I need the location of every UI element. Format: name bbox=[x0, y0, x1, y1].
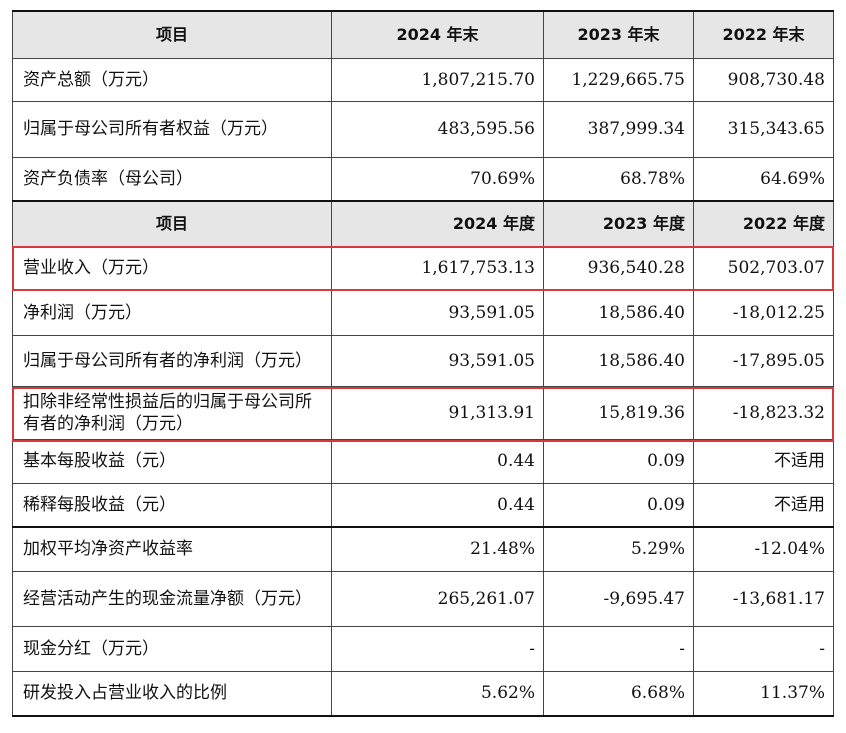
cell-2024: 0.44 bbox=[331, 438, 544, 484]
cell-2024: 91,313.91 bbox=[331, 385, 544, 440]
table-row: 基本每股收益（元） 0.44 0.09 不适用 bbox=[12, 438, 834, 484]
table-row: 营业收入（万元） 1,617,753.13 936,540.28 502,703… bbox=[12, 245, 834, 291]
cell-2023: 936,540.28 bbox=[543, 245, 694, 291]
header-row-year-end: 项目 2024 年末 2023 年末 2022 年末 bbox=[12, 10, 834, 59]
table-row: 归属于母公司所有者的净利润（万元） 93,591.05 18,586.40 -1… bbox=[12, 334, 834, 387]
cell-2024: 5.62% bbox=[331, 670, 544, 717]
row-label: 加权平均净资产收益率 bbox=[12, 526, 332, 572]
cell-2022: -18,012.25 bbox=[693, 289, 834, 336]
header-cell: 项目 bbox=[12, 10, 332, 59]
row-label: 归属于母公司所有者的净利润（万元） bbox=[12, 334, 332, 387]
table-row: 经营活动产生的现金流量净额（万元） 265,261.07 -9,695.47 -… bbox=[12, 570, 834, 627]
cell-2022: 315,343.65 bbox=[693, 100, 834, 158]
row-label: 经营活动产生的现金流量净额（万元） bbox=[12, 570, 332, 627]
cell-2022: 502,703.07 bbox=[693, 245, 834, 291]
cell-2022: 908,730.48 bbox=[693, 57, 834, 102]
cell-2023: 18,586.40 bbox=[543, 289, 694, 336]
cell-2022: 11.37% bbox=[693, 670, 834, 717]
cell-2024: 21.48% bbox=[331, 526, 544, 572]
cell-2024: 1,807,215.70 bbox=[331, 57, 544, 102]
cell-2022: 不适用 bbox=[693, 482, 834, 528]
cell-2024: 93,591.05 bbox=[331, 334, 544, 387]
cell-2024: 1,617,753.13 bbox=[331, 245, 544, 291]
cell-2022: 64.69% bbox=[693, 156, 834, 202]
row-label: 基本每股收益（元） bbox=[12, 438, 332, 484]
cell-2022: -17,895.05 bbox=[693, 334, 834, 387]
cell-2023: 387,999.34 bbox=[543, 100, 694, 158]
header-row-fiscal-year: 项目 2024 年度 2023 年度 2022 年度 bbox=[12, 200, 834, 247]
table-row: 研发投入占营业收入的比例 5.62% 6.68% 11.37% bbox=[12, 670, 834, 717]
table-row: 资产负债率（母公司） 70.69% 68.78% 64.69% bbox=[12, 156, 834, 202]
row-label: 稀释每股收益（元） bbox=[12, 482, 332, 528]
row-label: 净利润（万元） bbox=[12, 289, 332, 336]
cell-2024: 70.69% bbox=[331, 156, 544, 202]
cell-2024: 483,595.56 bbox=[331, 100, 544, 158]
header-cell: 2024 年末 bbox=[331, 10, 544, 59]
cell-2023: - bbox=[543, 625, 694, 672]
financial-table: 项目 2024 年末 2023 年末 2022 年末 资产总额（万元） 1,80… bbox=[12, 10, 834, 717]
row-label: 现金分红（万元） bbox=[12, 625, 332, 672]
cell-2023: 15,819.36 bbox=[543, 385, 694, 440]
table-row: 稀释每股收益（元） 0.44 0.09 不适用 bbox=[12, 482, 834, 528]
row-label: 归属于母公司所有者权益（万元） bbox=[12, 100, 332, 158]
cell-2024: - bbox=[331, 625, 544, 672]
row-label: 研发投入占营业收入的比例 bbox=[12, 670, 332, 717]
table-row: 扣除非经常性损益后的归属于母公司所有者的净利润（万元） 91,313.91 15… bbox=[12, 385, 834, 440]
header-cell: 2023 年度 bbox=[543, 200, 694, 247]
row-label: 资产负债率（母公司） bbox=[12, 156, 332, 202]
cell-2022: - bbox=[693, 625, 834, 672]
table-row: 现金分红（万元） - - - bbox=[12, 625, 834, 672]
cell-2023: -9,695.47 bbox=[543, 570, 694, 627]
cell-2023: 5.29% bbox=[543, 526, 694, 572]
table-row: 净利润（万元） 93,591.05 18,586.40 -18,012.25 bbox=[12, 289, 834, 336]
table-row: 资产总额（万元） 1,807,215.70 1,229,665.75 908,7… bbox=[12, 57, 834, 102]
row-label: 营业收入（万元） bbox=[12, 245, 332, 291]
header-cell: 2022 年度 bbox=[693, 200, 834, 247]
cell-2023: 6.68% bbox=[543, 670, 694, 717]
cell-2024: 0.44 bbox=[331, 482, 544, 528]
cell-2023: 0.09 bbox=[543, 482, 694, 528]
cell-2023: 68.78% bbox=[543, 156, 694, 202]
cell-2023: 0.09 bbox=[543, 438, 694, 484]
table-row: 加权平均净资产收益率 21.48% 5.29% -12.04% bbox=[12, 526, 834, 572]
header-cell: 2022 年末 bbox=[693, 10, 834, 59]
header-cell: 项目 bbox=[12, 200, 332, 247]
row-label: 扣除非经常性损益后的归属于母公司所有者的净利润（万元） bbox=[12, 385, 332, 440]
cell-2024: 265,261.07 bbox=[331, 570, 544, 627]
cell-2024: 93,591.05 bbox=[331, 289, 544, 336]
cell-2022: -18,823.32 bbox=[693, 385, 834, 440]
cell-2022: -12.04% bbox=[693, 526, 834, 572]
header-cell: 2023 年末 bbox=[543, 10, 694, 59]
cell-2023: 1,229,665.75 bbox=[543, 57, 694, 102]
row-label: 资产总额（万元） bbox=[12, 57, 332, 102]
table-row: 归属于母公司所有者权益（万元） 483,595.56 387,999.34 31… bbox=[12, 100, 834, 158]
cell-2022: 不适用 bbox=[693, 438, 834, 484]
cell-2022: -13,681.17 bbox=[693, 570, 834, 627]
cell-2023: 18,586.40 bbox=[543, 334, 694, 387]
header-cell: 2024 年度 bbox=[331, 200, 544, 247]
